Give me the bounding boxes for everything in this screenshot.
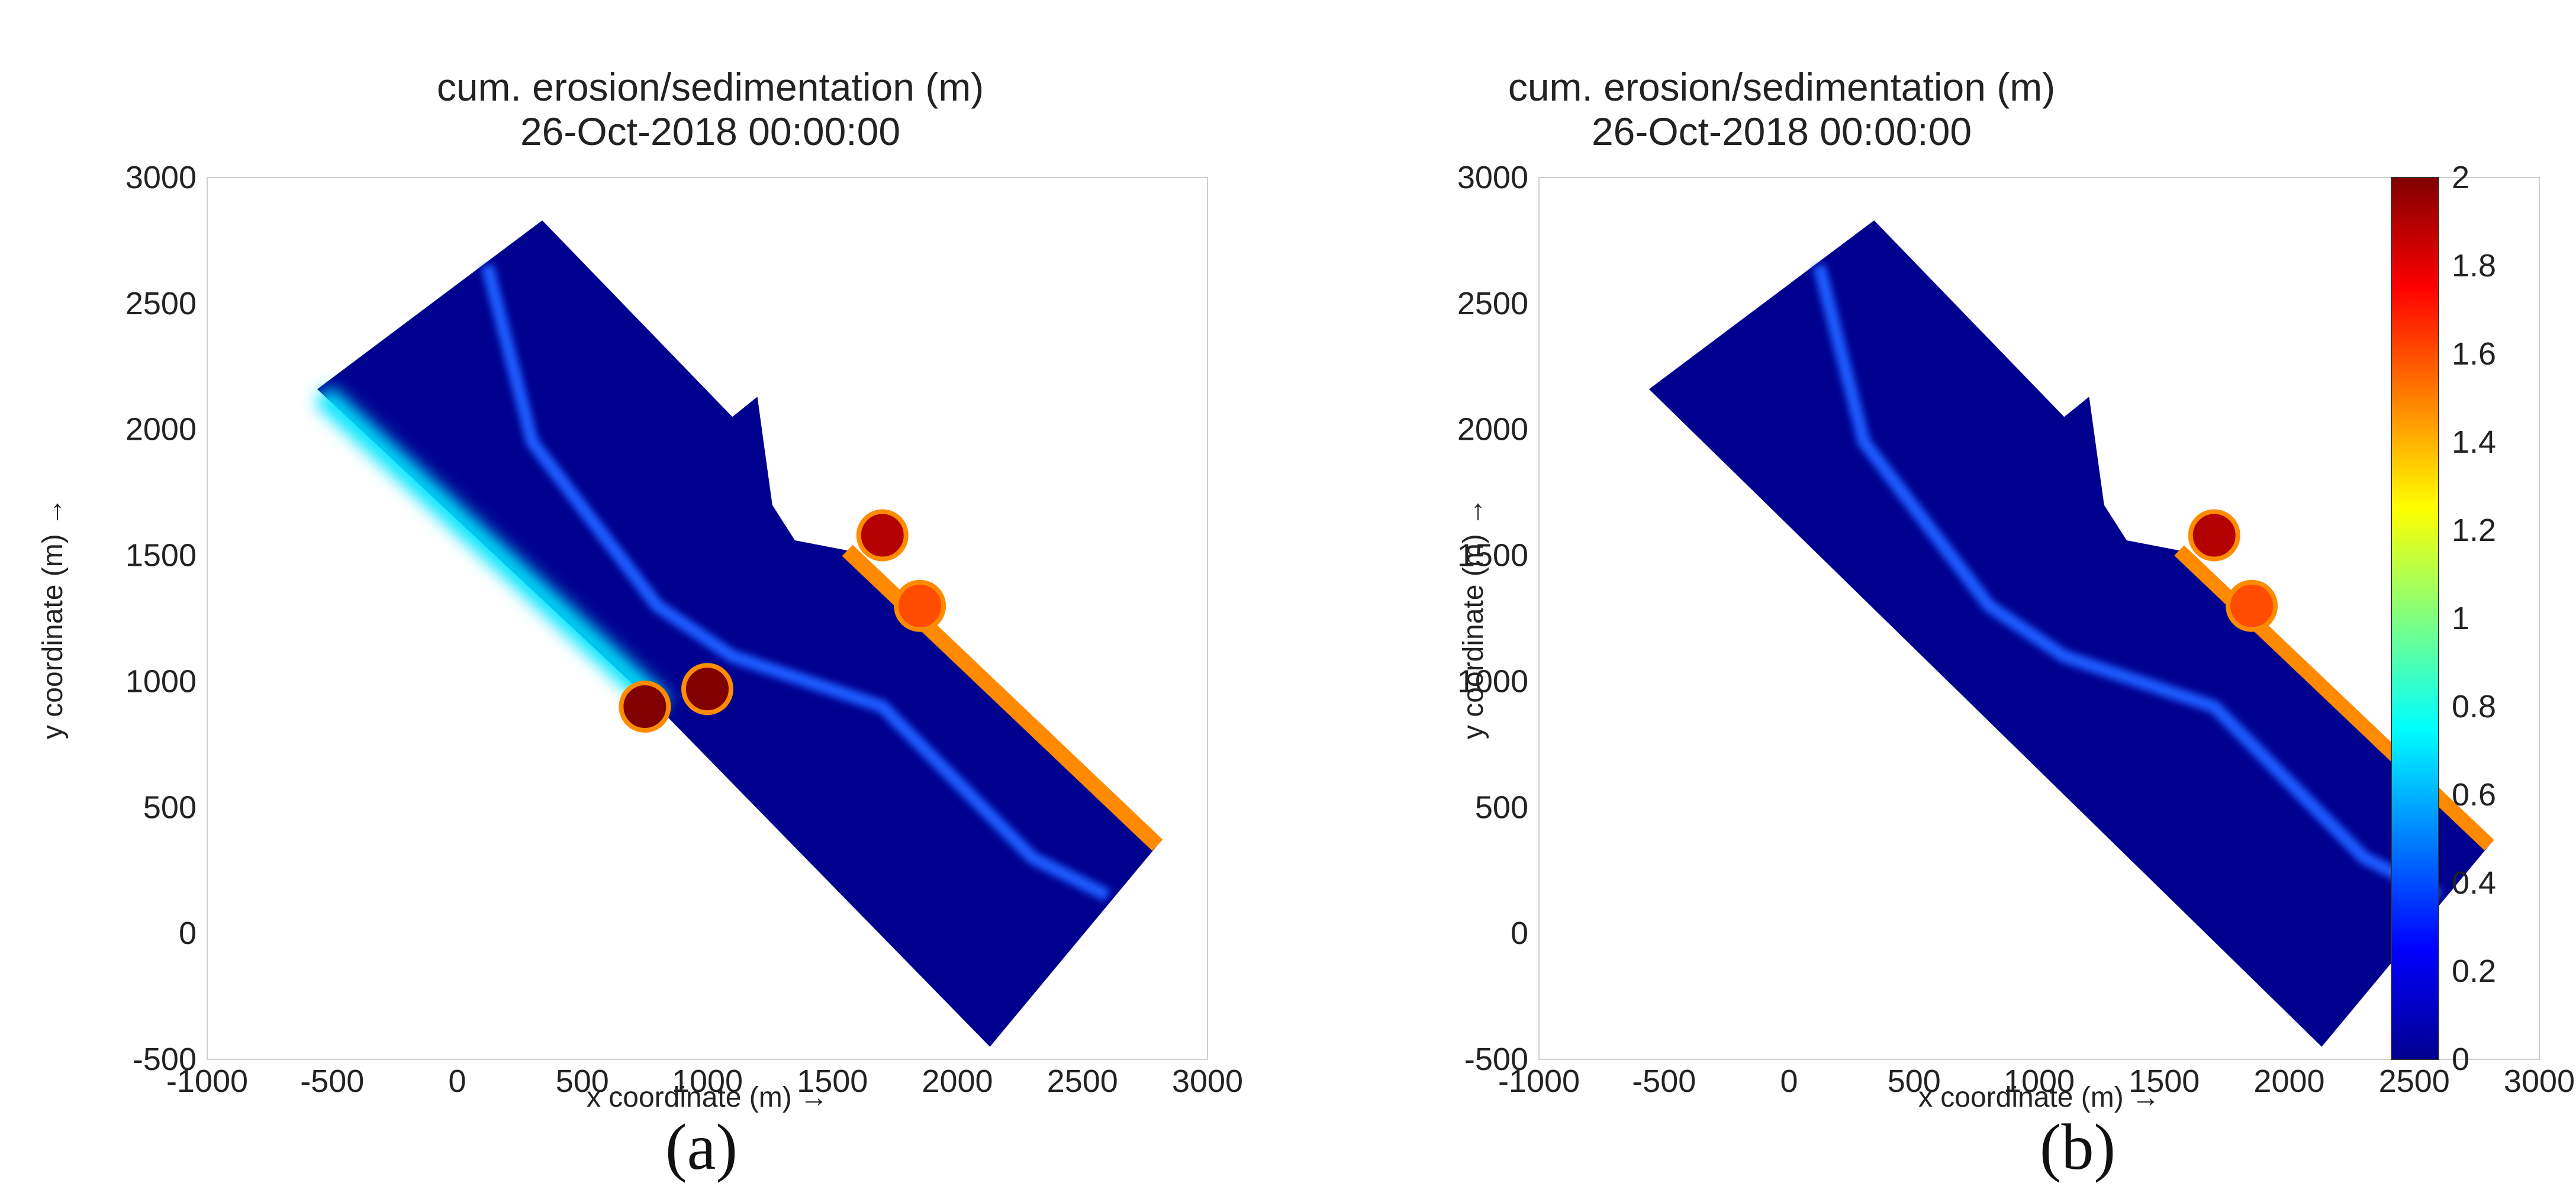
- panel-a-channel: [481, 264, 1110, 902]
- panel-a-xtick-label: 3000: [1172, 1063, 1243, 1099]
- panel-a-deposit-3: [619, 681, 671, 733]
- panel-a-domain: [317, 220, 1158, 1047]
- caption-a: (a): [665, 1111, 738, 1183]
- colorbar-tick-label: 1.2: [2452, 513, 2496, 548]
- panel-b-xtick-label: 1500: [2129, 1063, 2200, 1099]
- panel-a-title-line1: cum. erosion/sedimentation (m): [437, 65, 984, 109]
- panel-a-xtick-label: -1000: [166, 1063, 248, 1099]
- panel-a-ylabel: y coordinate (m) →: [37, 498, 69, 739]
- panel-b: cum. erosion/sedimentation (m) 26-Oct-20…: [1457, 65, 2575, 1183]
- panel-a-xtick-label: 1000: [672, 1063, 743, 1099]
- panel-b-ytick-label: 3000: [1457, 160, 1528, 195]
- panel-b-xtick-label: 1000: [2004, 1063, 2075, 1099]
- panel-a-plot-area: [207, 177, 1208, 1060]
- panel-a-ytick-label: 3000: [125, 160, 197, 195]
- colorbar-gradient: [2391, 177, 2439, 1060]
- colorbar-tick-label: 0.8: [2452, 689, 2496, 724]
- panel-a-deposit-0: [681, 663, 733, 716]
- colorbar: 0 0.2 0.4 0.6 0.8 1 1.2 1.4 1.6 1.8 2: [2391, 160, 2496, 1077]
- panel-a-xlabel: x coordinate (m) →: [587, 1082, 828, 1113]
- caption-b: (b): [2040, 1111, 2115, 1183]
- panel-b-xtick-label: 500: [1888, 1063, 1941, 1099]
- panel-b-ytick-label: -500: [1464, 1042, 1528, 1077]
- panel-b-xtick-label: 0: [1780, 1063, 1798, 1099]
- panel-b-deposits: [2188, 509, 2278, 632]
- panel-b-xtick-label: -500: [1632, 1063, 1696, 1099]
- colorbar-tick-label: 1.6: [2452, 336, 2496, 372]
- panel-a-title-line2: 26-Oct-2018 00:00:00: [520, 109, 900, 153]
- panel-a-left-edge-deposit: [314, 385, 671, 716]
- colorbar-tick-label: 2: [2452, 160, 2469, 195]
- colorbar-tick-label: 0.2: [2452, 953, 2496, 989]
- panel-b-deposit-1: [2226, 579, 2278, 632]
- panel-b-plot-area: [1538, 177, 2540, 1060]
- colorbar-tick-label: 0: [2452, 1042, 2469, 1077]
- panel-b-ylabel: y coordinate (m) →: [1458, 498, 1489, 739]
- panel-b-xtick-label: 2500: [2379, 1063, 2450, 1099]
- panel-b-xtick-label: 2000: [2253, 1063, 2324, 1099]
- panel-a-ytick-label: 500: [143, 789, 197, 825]
- panel-a: cum. erosion/sedimentation (m) 26-Oct-20…: [37, 65, 1243, 1183]
- panel-b-ytick-label: 1500: [1457, 538, 1528, 573]
- panel-b-ytick-label: 500: [1475, 789, 1528, 825]
- panel-a-xtick-label: 2000: [922, 1063, 993, 1099]
- panel-b-channel: [1812, 264, 2442, 902]
- panel-a-xtick-label: 1500: [797, 1063, 868, 1099]
- panel-a-deposits: [619, 509, 946, 733]
- panel-a-ytick-label: 2000: [125, 412, 197, 447]
- panel-a-deposit-2: [894, 579, 946, 632]
- panel-a-ytick-label: 1000: [125, 663, 197, 699]
- panel-b-ytick-label: 1000: [1457, 663, 1528, 699]
- panel-a-ytick-label: 0: [179, 916, 197, 951]
- colorbar-tick-label: 1.8: [2452, 248, 2496, 283]
- panel-b-xtick-label: -1000: [1498, 1063, 1580, 1099]
- panel-b-domain: [1648, 220, 2490, 1047]
- panel-a-xtick-label: 2500: [1047, 1063, 1118, 1099]
- panel-b-xlabel: x coordinate (m) →: [1918, 1082, 2160, 1113]
- panel-a-deposit-1: [856, 509, 909, 562]
- panel-b-xticks: -1000 -500 0 500 1000 1500 2000 2500 3000: [1498, 1063, 2575, 1099]
- panel-b-ytick-label: 2000: [1457, 412, 1528, 447]
- panel-a-xtick-label: 500: [556, 1063, 609, 1099]
- panel-b-ytick-label: 0: [1511, 916, 1528, 951]
- panel-a-ytick-label: -500: [133, 1042, 197, 1077]
- colorbar-tick-label: 1.4: [2452, 424, 2496, 460]
- panel-b-title-line2: 26-Oct-2018 00:00:00: [1592, 109, 1972, 153]
- panel-a-xticks: -1000 -500 0 500 1000 1500 2000 2500 3000: [166, 1063, 1243, 1099]
- panel-b-xtick-label: 3000: [2504, 1063, 2575, 1099]
- panel-b-title-line1: cum. erosion/sedimentation (m): [1508, 65, 2055, 109]
- colorbar-tick-label: 0.4: [2452, 865, 2496, 901]
- panel-b-yticks: -500 0 500 1000 1500 2000 2500 3000: [1457, 160, 1528, 1077]
- panel-a-ytick-label: 1500: [125, 538, 197, 573]
- panel-b-deposit-0: [2188, 509, 2240, 562]
- colorbar-ticks: 0 0.2 0.4 0.6 0.8 1 1.2 1.4 1.6 1.8 2: [2452, 160, 2496, 1077]
- panel-b-ytick-label: 2500: [1457, 286, 1528, 321]
- panel-b-axes-frame: [1538, 177, 2540, 1060]
- panel-a-ytick-label: 2500: [125, 286, 197, 321]
- panel-a-axes-frame: [207, 177, 1208, 1060]
- panel-a-yticks: -500 0 500 1000 1500 2000 2500 3000: [125, 160, 197, 1077]
- panel-a-xtick-label: -500: [300, 1063, 364, 1099]
- panel-a-xtick-label: 0: [448, 1063, 466, 1099]
- colorbar-tick-label: 0.6: [2452, 777, 2496, 813]
- colorbar-tick-label: 1: [2452, 601, 2469, 636]
